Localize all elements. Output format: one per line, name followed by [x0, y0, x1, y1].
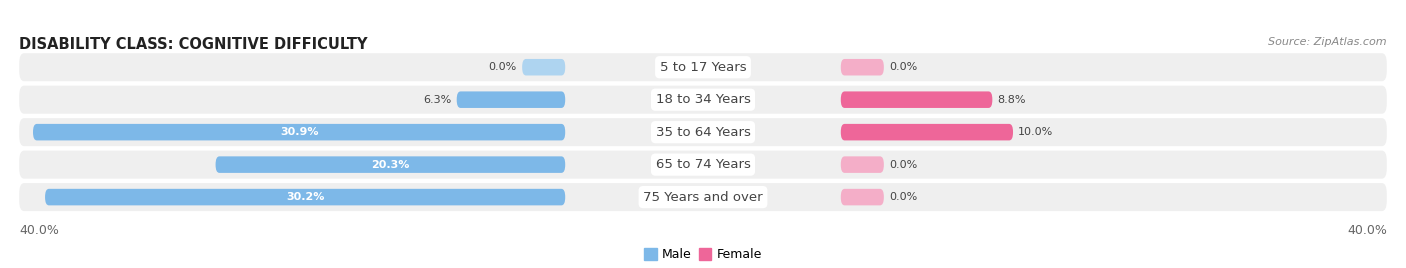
- FancyBboxPatch shape: [20, 86, 1386, 114]
- Text: 40.0%: 40.0%: [1347, 224, 1386, 237]
- FancyBboxPatch shape: [20, 53, 1386, 81]
- FancyBboxPatch shape: [457, 91, 565, 108]
- Text: 8.8%: 8.8%: [997, 95, 1026, 105]
- Text: 0.0%: 0.0%: [889, 192, 917, 202]
- Text: 0.0%: 0.0%: [889, 160, 917, 170]
- FancyBboxPatch shape: [32, 124, 565, 140]
- FancyBboxPatch shape: [20, 151, 1386, 179]
- Text: 10.0%: 10.0%: [1018, 127, 1053, 137]
- FancyBboxPatch shape: [841, 156, 884, 173]
- Text: 5 to 17 Years: 5 to 17 Years: [659, 61, 747, 74]
- FancyBboxPatch shape: [841, 124, 1012, 140]
- FancyBboxPatch shape: [841, 189, 884, 205]
- Legend: Male, Female: Male, Female: [640, 243, 766, 266]
- FancyBboxPatch shape: [522, 59, 565, 76]
- Text: Source: ZipAtlas.com: Source: ZipAtlas.com: [1268, 37, 1386, 47]
- Text: 75 Years and over: 75 Years and over: [643, 191, 763, 204]
- FancyBboxPatch shape: [20, 118, 1386, 146]
- FancyBboxPatch shape: [45, 189, 565, 205]
- FancyBboxPatch shape: [215, 156, 565, 173]
- Text: 35 to 64 Years: 35 to 64 Years: [655, 126, 751, 139]
- Text: 30.9%: 30.9%: [280, 127, 318, 137]
- Text: DISABILITY CLASS: COGNITIVE DIFFICULTY: DISABILITY CLASS: COGNITIVE DIFFICULTY: [20, 37, 368, 52]
- FancyBboxPatch shape: [20, 183, 1386, 211]
- FancyBboxPatch shape: [841, 59, 884, 76]
- Text: 40.0%: 40.0%: [20, 224, 59, 237]
- Text: 6.3%: 6.3%: [423, 95, 451, 105]
- Text: 30.2%: 30.2%: [285, 192, 325, 202]
- Text: 0.0%: 0.0%: [889, 62, 917, 72]
- Text: 0.0%: 0.0%: [489, 62, 517, 72]
- Text: 65 to 74 Years: 65 to 74 Years: [655, 158, 751, 171]
- Text: 18 to 34 Years: 18 to 34 Years: [655, 93, 751, 106]
- FancyBboxPatch shape: [841, 91, 993, 108]
- Text: 20.3%: 20.3%: [371, 160, 409, 170]
